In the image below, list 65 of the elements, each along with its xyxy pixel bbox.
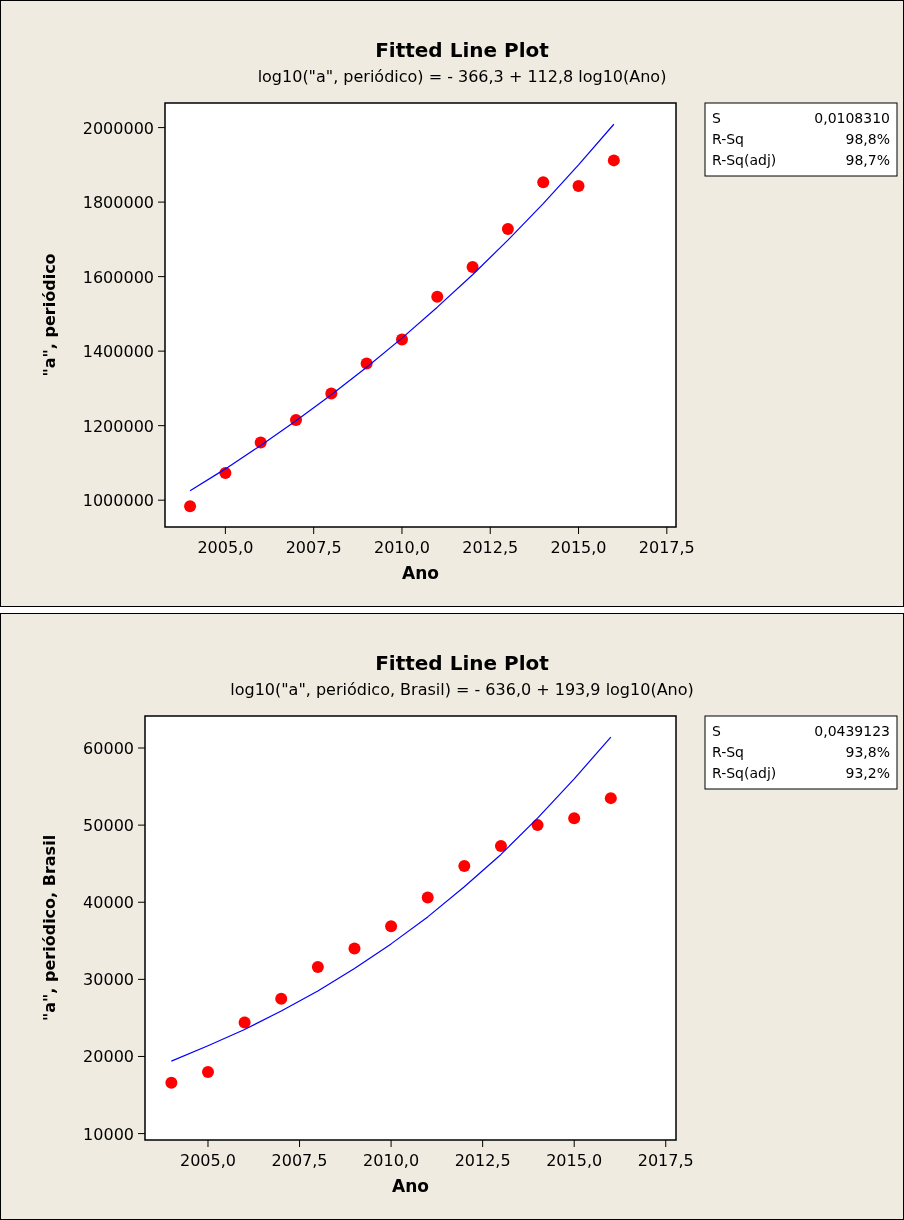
x-tick-label: 2017,5: [637, 1151, 694, 1170]
y-axis-title: "a", periódico, Brasil: [40, 834, 59, 1022]
point: [421, 891, 434, 904]
point: [494, 839, 507, 852]
point: [201, 1065, 214, 1078]
y-tick-label: 1400000: [82, 342, 154, 362]
line-series: [189, 123, 615, 492]
x-tick-label: 2005,0: [180, 1151, 236, 1170]
text: S: [712, 723, 721, 739]
y-tick-label: 10000: [83, 1124, 134, 1144]
text: R-Sq(adj): [712, 152, 777, 168]
point: [348, 942, 361, 955]
x-tick-label: 2012,5: [454, 1151, 511, 1170]
x-tick-label: 2015,0: [546, 1151, 603, 1170]
text: 93,2%: [845, 765, 890, 781]
point: [275, 992, 288, 1005]
point: [385, 920, 398, 933]
text: R-Sq: [712, 131, 744, 147]
text: 93,8%: [845, 744, 890, 760]
text: R-Sq(adj): [712, 765, 777, 781]
x-tick-label: 2010,0: [373, 538, 430, 557]
point: [311, 961, 324, 974]
y-tick-label: 50000: [83, 816, 134, 836]
text: R-Sq: [712, 744, 744, 760]
chart-title: Fitted Line Plot: [375, 38, 550, 62]
x-axis-title: Ano: [402, 563, 439, 583]
text: 98,8%: [845, 131, 890, 147]
chart-title: Fitted Line Plot: [375, 651, 550, 675]
x-tick-label: 2017,5: [638, 538, 695, 557]
point: [501, 222, 514, 235]
point: [537, 176, 550, 189]
text: 98,7%: [845, 152, 890, 168]
point: [607, 154, 620, 167]
point: [165, 1076, 178, 1089]
y-tick-label: 1800000: [82, 193, 154, 213]
y-tick-label: 20000: [83, 1047, 134, 1067]
line-series: [170, 736, 612, 1062]
y-axis-title: "a", periódico: [40, 253, 59, 377]
text: 0,0108310: [814, 110, 890, 126]
x-tick-label: 2015,0: [550, 538, 607, 557]
point: [238, 1016, 251, 1029]
point: [184, 500, 197, 513]
point: [604, 792, 617, 805]
chart-subtitle: log10("a", periódico, Brasil) = - 636,0 + 193,9 log10(Ano): [230, 680, 694, 699]
x-tick-label: 2007,5: [271, 1151, 328, 1170]
y-tick-label: 1000000: [82, 491, 154, 511]
x-tick-label: 2012,5: [462, 538, 519, 557]
y-tick-label: 30000: [83, 970, 134, 990]
x-tick-label: 2007,5: [285, 538, 342, 557]
y-tick-label: 1200000: [82, 416, 154, 436]
point: [458, 860, 471, 872]
x-tick-label: 2005,0: [197, 538, 254, 557]
y-tick-label: 2000000: [82, 118, 154, 138]
point: [431, 290, 444, 303]
x-tick-label: 2010,0: [363, 1151, 420, 1170]
chart-subtitle: log10("a", periódico) = - 366,3 + 112,8 log10(Ano): [257, 67, 667, 86]
point: [568, 812, 581, 825]
y-tick-label: 40000: [83, 893, 134, 913]
point: [572, 180, 585, 193]
point: [466, 260, 479, 273]
y-tick-label: 1600000: [82, 267, 154, 287]
y-tick-label: 60000: [83, 739, 134, 758]
x-axis-title: Ano: [392, 1176, 429, 1196]
text: S: [712, 110, 721, 126]
text: 0,0439123: [814, 723, 890, 739]
